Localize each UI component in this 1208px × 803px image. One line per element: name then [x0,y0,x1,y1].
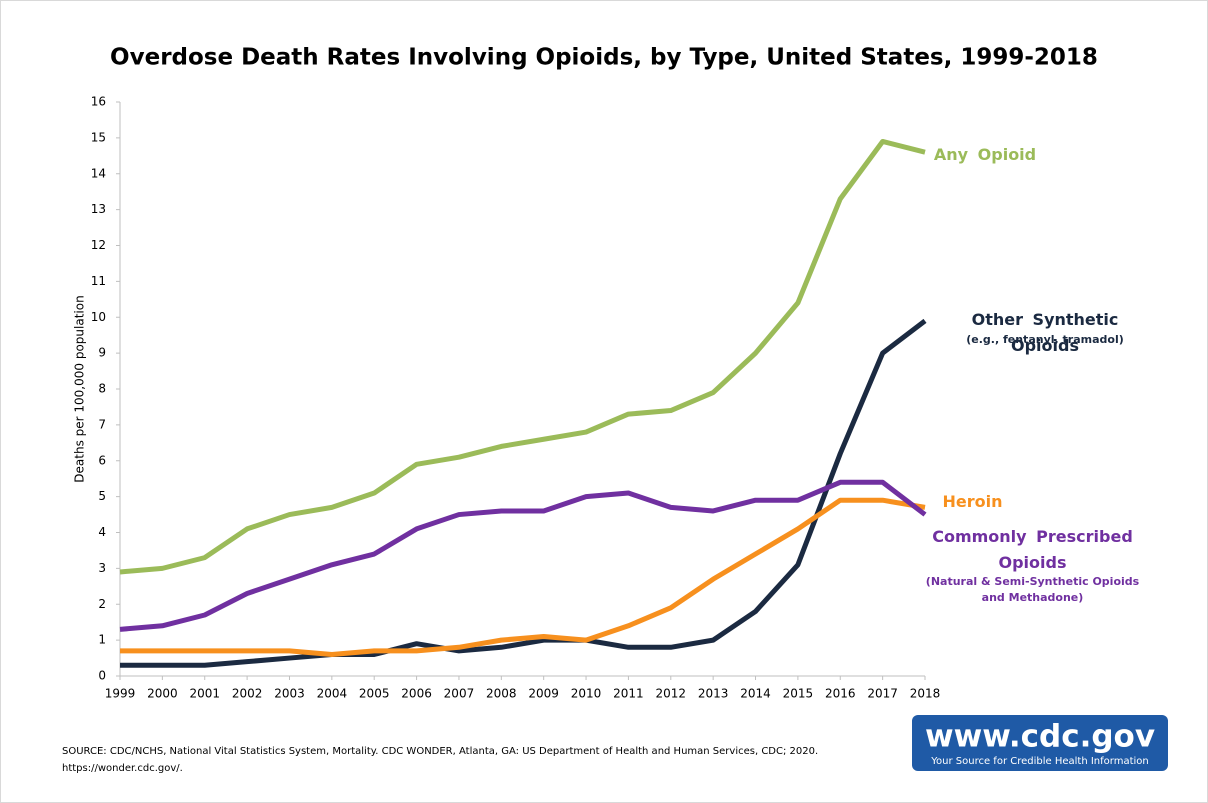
series-line [119,138,926,575]
y-tick-label: 16 [91,95,106,109]
y-tick-label: 2 [98,597,106,611]
x-tick-label: 2009 [528,687,559,701]
y-tick-label: 15 [91,130,106,144]
x-tick-label: 2008 [486,687,517,701]
chart-title: Overdose Death Rates Involving Opioids, … [110,45,1098,71]
series-label: Heroin [942,492,1003,511]
x-tick-label: 2016 [825,687,856,701]
y-tick-label: 14 [91,166,106,180]
x-tick-label: 2013 [698,687,729,701]
series-sublabel: (e.g., fentanyl, tramadol) [966,333,1124,346]
y-tick-label: 8 [98,382,106,396]
y-tick-label: 9 [98,346,106,360]
x-tick-label: 2017 [867,687,898,701]
y-tick-label: 7 [98,417,106,431]
y-tick-label: 4 [98,525,106,539]
source-line: SOURCE: CDC/NCHS, National Vital Statist… [62,746,818,757]
x-tick-label: 2001 [189,687,220,701]
y-tick-label: 11 [91,274,106,288]
x-tick-label: 2012 [656,687,687,701]
y-tick-label: 5 [98,489,106,503]
series-label: Any Opioid [933,145,1037,164]
x-tick-label: 2015 [783,687,814,701]
series-label: Commonly Prescribed Opioids [932,527,1133,572]
y-tick-label: 6 [98,453,106,467]
y-tick-label: 13 [91,202,106,216]
x-tick-label: 2002 [232,687,263,701]
series-sublabel: (Natural & Semi-Synthetic Opioids and Me… [925,575,1140,604]
y-tick-label: 0 [98,669,106,683]
x-tick-label: 2005 [359,687,390,701]
y-tick-label: 1 [98,633,106,647]
x-tick-label: 2018 [910,687,941,701]
source-line: https://wonder.cdc.gov/. [62,763,183,774]
y-tick-label: 10 [91,310,106,324]
series-line [120,497,926,657]
y-tick-label: 12 [91,238,106,252]
x-tick-label: 2004 [317,687,348,701]
logo-tagline: Your Source for Credible Health Informat… [930,756,1149,767]
logo-text: www.cdc.gov [925,719,1155,755]
series-label: Other Synthetic Opioids [971,310,1119,355]
x-tick-label: 2011 [613,687,644,701]
x-tick-label: 2000 [147,687,178,701]
y-tick-label: 3 [98,561,106,575]
series-line [120,318,927,668]
x-tick-label: 2014 [740,687,771,701]
x-tick-label: 2003 [274,687,305,701]
logo-box [912,715,1168,771]
y-axis-label: Deaths per 100,000 population [73,295,87,482]
x-tick-label: 1999 [105,687,136,701]
x-tick-label: 2006 [401,687,432,701]
series-line [119,479,927,632]
x-tick-label: 2007 [444,687,475,701]
x-tick-label: 2010 [571,687,602,701]
